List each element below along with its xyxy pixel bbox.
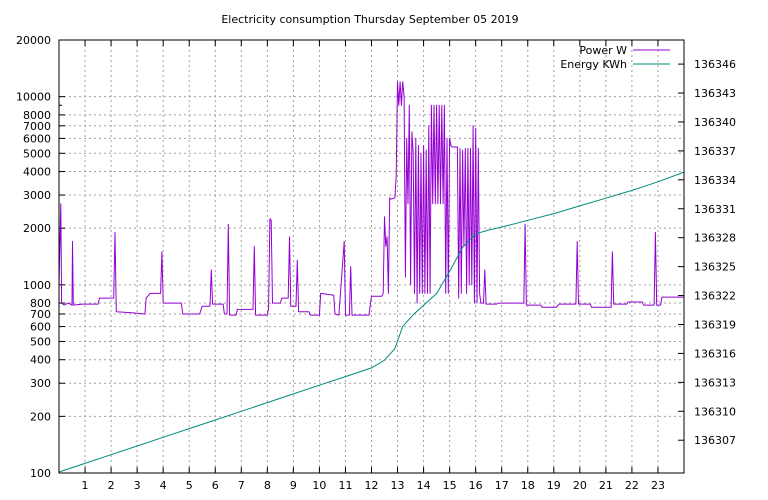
x-tick-label: 2 (108, 479, 115, 492)
y-left-tick-label: 7000 (23, 120, 51, 133)
y-right-tick-label: 136316 (694, 347, 736, 360)
y-left-tick-label: 20000 (16, 34, 51, 47)
x-tick-label: 13 (391, 479, 405, 492)
x-tick-label: 10 (312, 479, 326, 492)
y-left-tick-label: 5000 (23, 147, 51, 160)
x-tick-label: 7 (238, 479, 245, 492)
legend-label-power: Power W (579, 44, 627, 57)
y-left-tick-label: 800 (30, 297, 51, 310)
chart-title: Electricity consumption Thursday Septemb… (221, 13, 518, 26)
x-tick-label: 4 (160, 479, 167, 492)
x-tick-label: 15 (443, 479, 457, 492)
y-left-tick-label: 100 (30, 467, 51, 480)
y-right-tick-label: 136319 (694, 318, 736, 331)
y-left-tick-label: 400 (30, 354, 51, 367)
x-tick-label: 19 (547, 479, 561, 492)
y-right-tick-label: 136337 (694, 145, 736, 158)
x-tick-label: 9 (290, 479, 297, 492)
y-left-tick-label: 500 (30, 335, 51, 348)
x-tick-label: 6 (212, 479, 219, 492)
y-right-tick-label: 136343 (694, 87, 736, 100)
x-tick-label: 14 (417, 479, 431, 492)
x-tick-label: 20 (573, 479, 587, 492)
y-left-tick-label: 700 (30, 308, 51, 321)
power-series-line (58, 81, 684, 316)
y-left-tick-label: 200 (30, 410, 51, 423)
x-tick-label: 12 (365, 479, 379, 492)
legend-label-energy: Energy KWh (560, 58, 627, 71)
plot-frame (58, 39, 685, 474)
y-left-tick-label: 300 (30, 377, 51, 390)
y-right-tick-label: 136328 (694, 232, 736, 245)
y-right-tick-label: 136346 (694, 58, 736, 71)
x-axis: 1 2 3 4 5 6 7 8 9 10 11 12 13 14 15 16 17 18 19 20 21 22 23 (82, 40, 665, 492)
x-tick-label: 8 (264, 479, 271, 492)
y-right-tick-label: 136331 (694, 203, 736, 216)
x-tick-label: 1 (82, 479, 89, 492)
x-tick-label: 3 (134, 479, 141, 492)
y-right-tick-label: 136322 (694, 290, 736, 303)
y-left-tick-label: 600 (30, 321, 51, 334)
y-right-tick-label: 136340 (694, 116, 736, 129)
x-tick-label: 22 (625, 479, 639, 492)
y-right-tick-label: 136325 (694, 261, 736, 274)
energy-series-line (58, 171, 685, 473)
x-tick-label: 5 (186, 479, 193, 492)
y-left-tick-label: 4000 (23, 166, 51, 179)
y-left-tick-label: 8000 (23, 109, 51, 122)
x-tick-label: 11 (338, 479, 352, 492)
x-tick-label: 21 (599, 479, 613, 492)
x-tick-label: 17 (495, 479, 509, 492)
y-right-tick-label: 136313 (694, 376, 736, 389)
x-tick-label: 18 (521, 479, 535, 492)
grid (59, 39, 684, 474)
y-left-tick-label: 1000 (23, 279, 51, 292)
x-tick-label: 23 (651, 479, 665, 492)
y-right-tick-label: 136334 (694, 174, 736, 187)
y-left-tick-label: 10000 (16, 91, 51, 104)
y-right-tick-label: 136307 (694, 434, 736, 447)
x-tick-label: 16 (469, 479, 483, 492)
y-left-tick-label: 6000 (23, 132, 51, 145)
y-axis-right: 136307 136310 136313 136316 136319 136322 1363… (678, 58, 736, 447)
y-right-tick-label: 136310 (694, 405, 736, 418)
legend: Power W Energy KWh (560, 44, 670, 71)
series-group (58, 81, 685, 473)
y-left-tick-label: 3000 (23, 189, 51, 202)
y-left-tick-label: 2000 (23, 222, 51, 235)
